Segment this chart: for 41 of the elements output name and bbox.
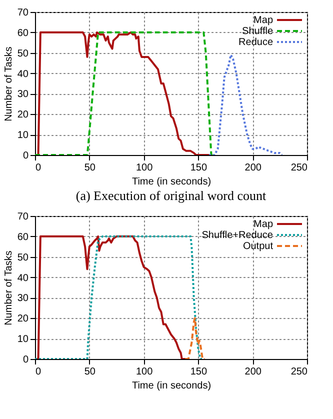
y-tick-label: 60 xyxy=(17,232,29,243)
legend-label: Shuffle+Reduce xyxy=(202,230,274,241)
x-tick-label: 0 xyxy=(36,162,42,174)
y-tick-label: 20 xyxy=(17,110,29,121)
y-tick-label: 30 xyxy=(17,293,29,304)
y-tick-label: 70 xyxy=(17,212,29,222)
x-tick-label: 250 xyxy=(290,162,308,174)
x-axis-title: Time (in seconds) xyxy=(132,380,212,392)
x-tick-label: 250 xyxy=(290,366,308,378)
legend-label: Output xyxy=(242,241,274,252)
y-tick-label: 0 xyxy=(22,150,29,162)
legend-label: Reduce xyxy=(238,37,274,48)
legend-label: Shuffle xyxy=(242,26,274,37)
x-tick-label: 50 xyxy=(84,366,96,378)
line-series xyxy=(184,317,206,359)
y-tick-label: 40 xyxy=(17,68,29,80)
legend-label: Map xyxy=(254,219,274,230)
y-tick-label: 40 xyxy=(17,272,29,284)
x-tick-label: 200 xyxy=(244,162,262,174)
x-tick-label: 50 xyxy=(84,162,96,174)
x-tick-label: 200 xyxy=(244,366,262,378)
line-series xyxy=(208,54,283,155)
y-tick-label: 60 xyxy=(17,28,29,39)
x-tick-label: 150 xyxy=(190,162,208,174)
legend-label: Map xyxy=(254,15,274,26)
y-tick-label: 30 xyxy=(17,89,29,100)
text: (a) Execution of original word count xyxy=(76,188,267,203)
y-axis-title: Number of Tasks xyxy=(3,46,14,122)
x-axis-title: Time (in seconds) xyxy=(132,176,212,188)
y-tick-label: 50 xyxy=(17,252,29,264)
x-tick-label: 150 xyxy=(190,366,208,378)
x-tick-label: 100 xyxy=(136,162,154,174)
x-tick-label: 100 xyxy=(136,366,154,378)
y-tick-label: 50 xyxy=(17,48,29,60)
y-tick-label: 70 xyxy=(17,8,29,18)
y-tick-label: 0 xyxy=(22,354,29,366)
y-tick-label: 10 xyxy=(17,130,29,142)
y-tick-label: 20 xyxy=(17,314,29,325)
y-tick-label: 10 xyxy=(17,334,29,346)
x-tick-label: 0 xyxy=(36,366,42,378)
y-axis-title: Number of Tasks xyxy=(3,250,14,326)
